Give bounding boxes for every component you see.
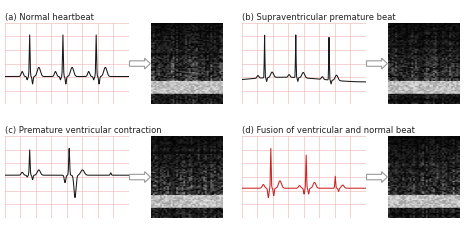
Text: (c) Premature ventricular contraction: (c) Premature ventricular contraction — [5, 126, 161, 136]
Text: (a) Normal heartbeat: (a) Normal heartbeat — [5, 13, 93, 22]
Text: (d) Fusion of ventricular and normal beat: (d) Fusion of ventricular and normal bea… — [242, 126, 415, 136]
Text: (b) Supraventricular premature beat: (b) Supraventricular premature beat — [242, 13, 395, 22]
